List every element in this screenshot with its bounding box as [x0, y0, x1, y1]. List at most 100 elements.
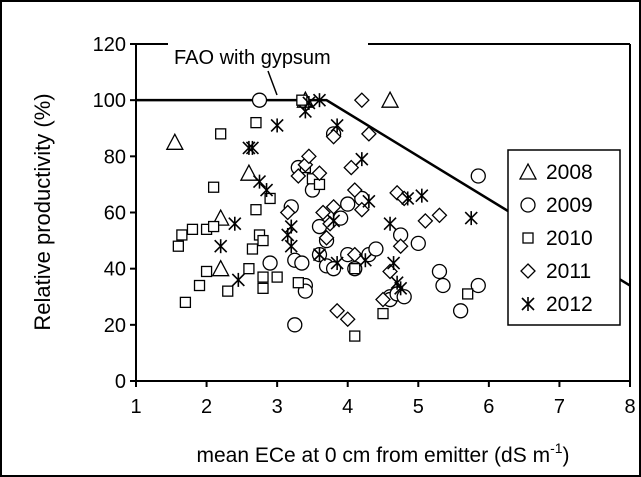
point-circle — [410, 235, 426, 252]
legend-label-2009: 2009 — [546, 194, 593, 217]
point-asterisk — [252, 174, 267, 189]
x-tick-label: 7 — [554, 396, 565, 418]
point-diamond — [353, 92, 370, 109]
point-circle — [431, 263, 448, 280]
point-asterisk — [270, 118, 284, 133]
point-diamond — [311, 165, 328, 182]
point-triangle — [239, 163, 258, 181]
legend-label-2008: 2008 — [546, 161, 593, 184]
point-asterisk — [228, 216, 242, 231]
x-tick-label: 2 — [201, 396, 212, 418]
legend-label-2010: 2010 — [546, 227, 593, 250]
x-tick-label: 1 — [130, 396, 141, 418]
point-asterisk — [415, 188, 429, 203]
legend-marker-2010 — [522, 232, 534, 244]
legend-marker-2009 — [520, 197, 536, 213]
legend: 2008 2009 2010 2011 2012 — [507, 149, 621, 326]
point-circle — [368, 241, 384, 257]
point-asterisk — [231, 272, 245, 287]
x-tick-label: 3 — [272, 396, 283, 418]
point-square — [193, 279, 206, 292]
point-asterisk — [358, 253, 372, 268]
series-2012 — [214, 93, 478, 296]
point-diamond — [346, 246, 363, 263]
point-circle — [470, 277, 486, 294]
point-square — [179, 296, 192, 309]
point-square — [271, 271, 283, 283]
point-diamond — [325, 198, 342, 215]
point-asterisk — [327, 213, 341, 228]
series-2011 — [279, 92, 448, 328]
point-square — [257, 271, 269, 283]
point-asterisk — [214, 239, 228, 254]
point-diamond — [329, 302, 346, 319]
point-diamond — [290, 168, 307, 184]
point-diamond — [353, 201, 370, 218]
point-circle — [251, 92, 268, 108]
point-square — [200, 265, 213, 278]
point-diamond — [392, 238, 409, 255]
point-square — [246, 243, 259, 255]
point-diamond — [417, 213, 434, 229]
point-asterisk — [259, 183, 274, 198]
point-circle — [287, 317, 303, 333]
point-diamond — [346, 182, 363, 198]
point-asterisk — [401, 191, 415, 206]
x-tick-label: 8 — [624, 396, 635, 418]
point-circle — [470, 168, 486, 184]
point-triangle — [211, 259, 230, 277]
point-square — [176, 229, 188, 241]
x-tick-label: 4 — [342, 396, 353, 418]
point-square — [292, 277, 304, 289]
point-circle — [262, 255, 278, 271]
x-tick-label: 6 — [483, 396, 494, 418]
y-tick-label: 0 — [115, 371, 126, 393]
point-square — [172, 240, 184, 252]
point-square — [250, 204, 262, 216]
point-asterisk — [330, 256, 344, 271]
point-asterisk — [312, 247, 327, 262]
y-axis-label: Relative productivity (%) — [30, 93, 55, 330]
point-square — [207, 220, 220, 233]
series-2010 — [172, 94, 474, 342]
y-tick-label: 100 — [93, 90, 126, 112]
fao-annotation-arrow — [267, 70, 278, 96]
point-square — [186, 223, 199, 236]
point-asterisk — [355, 152, 369, 167]
point-asterisk — [464, 211, 478, 226]
point-square — [349, 263, 361, 275]
point-square — [349, 330, 361, 342]
point-asterisk — [312, 93, 327, 108]
point-square — [257, 234, 269, 247]
point-square — [257, 282, 269, 294]
point-asterisk — [284, 239, 298, 254]
point-diamond — [279, 204, 296, 221]
point-diamond — [431, 207, 448, 224]
point-square — [243, 263, 255, 275]
point-asterisk — [245, 140, 260, 155]
point-diamond — [300, 148, 317, 165]
point-diamond — [315, 204, 331, 221]
point-circle — [294, 255, 310, 271]
y-tick-label: 40 — [104, 259, 126, 281]
point-asterisk — [362, 194, 376, 209]
point-asterisk — [284, 219, 298, 234]
point-circle — [435, 277, 451, 294]
x-tick-label: 5 — [413, 396, 424, 418]
point-asterisk — [383, 216, 397, 231]
legend-label-2012: 2012 — [546, 293, 593, 316]
fao-annotation: FAO with gypsum — [174, 47, 331, 69]
point-asterisk — [394, 281, 408, 296]
point-diamond — [375, 291, 391, 308]
point-asterisk — [330, 118, 344, 133]
point-diamond — [339, 311, 356, 328]
point-diamond — [325, 128, 342, 145]
point-square — [250, 116, 262, 129]
y-tick-label: 80 — [104, 146, 126, 168]
point-triangle — [165, 132, 184, 150]
legend-marker-2008 — [518, 162, 538, 180]
y-tick-label: 20 — [104, 315, 126, 337]
point-asterisk — [387, 256, 401, 271]
